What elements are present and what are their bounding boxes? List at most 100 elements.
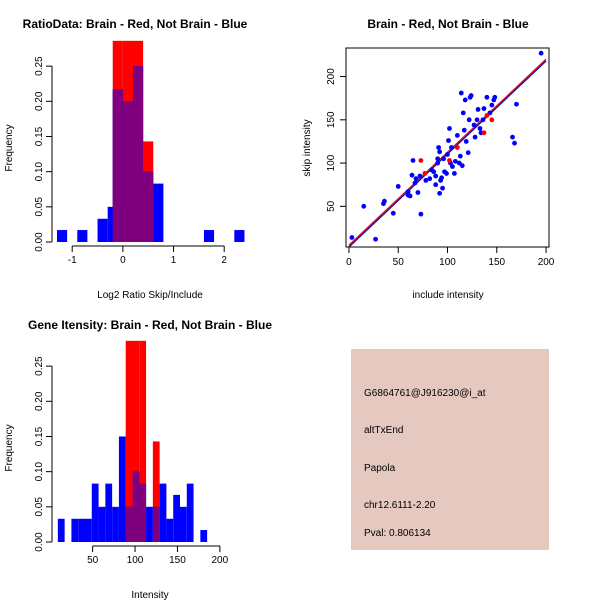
not-brain-bar: [98, 506, 106, 542]
overlap-bar: [139, 483, 147, 542]
y-tick-label: 0.05: [34, 497, 45, 517]
not-brain-bar: [84, 518, 92, 542]
x-tick-label: 100: [439, 257, 456, 268]
not-brain-point: [382, 198, 387, 204]
not-brain-point: [474, 117, 480, 123]
not-brain-point: [538, 50, 544, 56]
not-brain-point: [361, 203, 367, 209]
x-tick-label: 150: [488, 257, 505, 268]
scatter-title: Brain - Red, Not Brain - Blue: [367, 17, 529, 31]
info-panel: G6864761@J916230@i_at altTxEnd Papola ch…: [351, 349, 549, 550]
intensity-histogram-ylabel: Frequency: [4, 424, 15, 471]
not-brain-point: [407, 193, 413, 199]
y-tick-label: 0.00: [34, 532, 45, 552]
x-tick-label: 50: [87, 555, 99, 566]
overlap-bar: [133, 66, 144, 242]
not-brain-point: [405, 189, 411, 195]
x-tick-label: 2: [221, 255, 227, 266]
x-tick-label: 0: [346, 257, 352, 268]
not-brain-point: [349, 235, 355, 240]
scatter-ylabel: skip intensity: [302, 119, 313, 176]
brain-point: [484, 113, 490, 118]
y-tick-label: 0.15: [34, 426, 45, 446]
brain-bar: [125, 340, 133, 542]
not-brain-point: [452, 158, 458, 164]
x-tick-label: 1: [171, 255, 177, 266]
y-tick-label: 0.15: [34, 126, 45, 146]
not-brain-point: [510, 134, 515, 140]
ratio-histogram-bars: [57, 40, 245, 243]
not-brain-point: [439, 175, 444, 181]
not-brain-point: [454, 132, 460, 138]
not-brain-point: [437, 149, 443, 155]
not-brain-bar: [179, 506, 187, 542]
not-brain-point: [450, 164, 455, 169]
not-brain-point: [484, 94, 490, 100]
not-brain-bar: [203, 230, 215, 242]
probe-id: G6864761@J916230@i_at: [364, 388, 486, 399]
not-brain-point: [417, 173, 423, 179]
x-tick-label: 200: [538, 257, 555, 268]
y-tick-label: 200: [326, 68, 337, 85]
y-tick-label: 0.05: [34, 197, 45, 217]
not-brain-point: [477, 126, 483, 131]
not-brain-point: [462, 97, 468, 103]
y-tick-label: 0.10: [34, 461, 45, 481]
not-brain-point: [471, 122, 477, 128]
x-tick-label: 150: [169, 555, 186, 566]
x-tick-label: 100: [127, 555, 144, 566]
not-brain-bar: [105, 483, 113, 542]
scatter-xlabel: include intensity: [412, 290, 483, 301]
not-brain-point: [475, 107, 481, 112]
not-brain-point: [468, 93, 474, 98]
p-value: Pval: 0.806134: [364, 528, 431, 539]
not-brain-bar: [173, 494, 180, 542]
not-brain-bar: [57, 518, 65, 542]
scatter-x-axis: 0 50 100 150 200: [346, 247, 555, 268]
y-tick-label: 0.20: [34, 391, 45, 411]
not-brain-point: [415, 190, 421, 195]
intensity-histogram: Gene Itensity: Brain - Red, Not Brain - …: [4, 318, 272, 601]
not-brain-bar: [71, 518, 79, 542]
not-brain-point: [410, 158, 416, 163]
not-brain-point: [437, 190, 443, 196]
not-brain-point: [445, 152, 450, 157]
not-brain-point: [395, 184, 401, 189]
not-brain-point: [418, 211, 424, 217]
brain-point: [422, 171, 428, 176]
not-brain-point: [444, 171, 449, 176]
not-brain-point: [446, 138, 451, 143]
not-brain-point: [427, 176, 433, 182]
not-brain-point: [431, 169, 437, 175]
not-brain-bar: [57, 230, 68, 242]
not-brain-point: [459, 163, 465, 169]
x-tick-label: 200: [212, 555, 229, 566]
y-tick-label: 100: [326, 154, 337, 171]
ratio-histogram: RatioData: Brain - Red, Not Brain - Blue…: [4, 17, 248, 301]
brain-point: [418, 158, 424, 163]
x-tick-label: -1: [68, 255, 77, 266]
not-brain-point: [480, 117, 486, 123]
not-brain-bar: [118, 436, 126, 542]
overlap-bar: [152, 506, 160, 542]
not-brain-bar: [112, 506, 119, 542]
not-brain-point: [373, 236, 378, 242]
not-brain-point: [460, 110, 466, 116]
scatter-points: [349, 50, 544, 242]
not-brain-point: [436, 145, 442, 150]
not-brain-point: [390, 210, 396, 216]
y-tick-label: 0.20: [34, 91, 45, 111]
x-tick-label: 50: [393, 257, 405, 268]
x-tick-label: 0: [120, 255, 126, 266]
not-brain-point: [449, 145, 454, 150]
not-brain-point: [413, 176, 419, 182]
not-brain-point: [440, 185, 445, 191]
brain-bar: [139, 340, 147, 542]
brain-bar: [152, 441, 160, 542]
overlap-bar: [132, 471, 140, 542]
not-brain-point: [451, 171, 457, 176]
not-brain-point: [458, 90, 464, 96]
not-brain-point: [512, 140, 517, 146]
brain-point: [489, 117, 495, 123]
